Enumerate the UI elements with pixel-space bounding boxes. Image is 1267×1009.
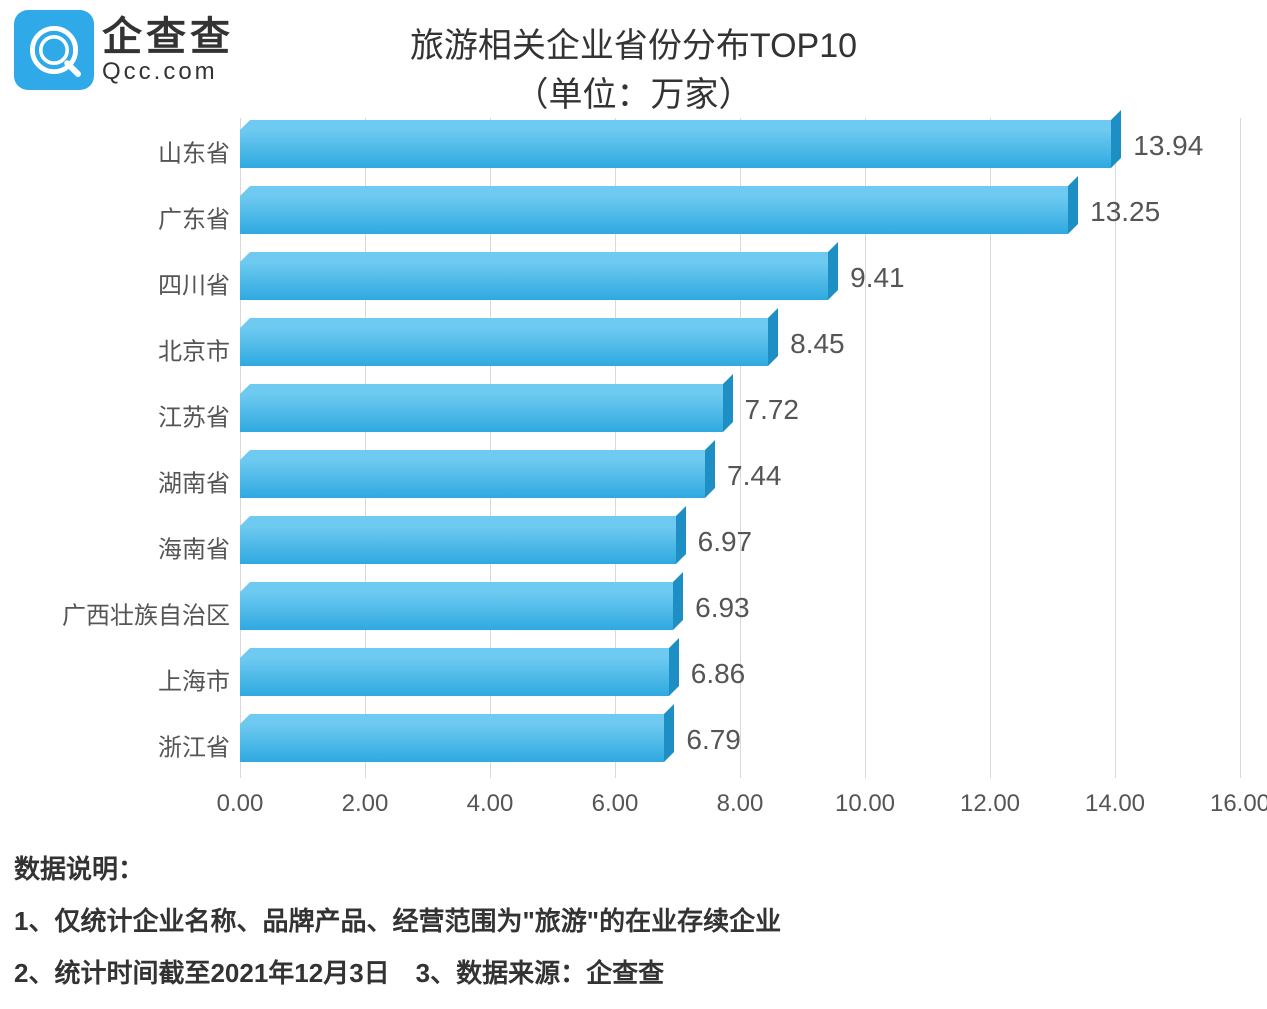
x-tick-label: 12.00 [960, 790, 1020, 818]
bar-row: 江苏省 7.72 [30, 382, 1240, 448]
category-label: 浙江省 [30, 728, 230, 763]
category-label: 上海市 [30, 662, 230, 697]
bar-front [240, 328, 768, 366]
chart: 山东省 13.94 广东省 13.25 四川省 9.41 北京市 8.45 江苏省 7.72 湖南省… [30, 118, 1240, 838]
bar-top [240, 450, 715, 460]
bar: 6.86 [240, 658, 669, 696]
x-tick-label: 0.00 [217, 790, 264, 818]
bar-top [240, 648, 679, 658]
bar: 13.94 [240, 130, 1111, 168]
bar-top [240, 318, 778, 328]
bar-side [768, 308, 778, 366]
notes-heading: 数据说明： [14, 843, 781, 895]
bar-top [240, 582, 683, 592]
bar-front [240, 394, 723, 432]
bar-value-label: 7.72 [745, 394, 800, 426]
category-label: 湖南省 [30, 464, 230, 499]
bar-row: 浙江省 6.79 [30, 712, 1240, 778]
bar-side [1068, 176, 1078, 234]
bar-side [705, 440, 715, 498]
notes-line-2: 2、统计时间截至2021年12月3日 3、数据来源：企查查 [14, 947, 781, 999]
category-label: 山东省 [30, 134, 230, 169]
x-tick-label: 16.00 [1210, 790, 1267, 818]
bar-value-label: 6.93 [695, 592, 750, 624]
bar: 13.25 [240, 196, 1068, 234]
x-tick-label: 4.00 [467, 790, 514, 818]
bar-side [676, 506, 686, 564]
category-label: 海南省 [30, 530, 230, 565]
bar-value-label: 6.86 [691, 658, 746, 690]
category-label: 北京市 [30, 332, 230, 367]
bar-value-label: 6.97 [698, 526, 753, 558]
bar-front [240, 526, 676, 564]
bar-row: 山东省 13.94 [30, 118, 1240, 184]
bar-top [240, 714, 674, 724]
bar-top [240, 252, 838, 262]
bar-top [240, 516, 686, 526]
bar-row: 海南省 6.97 [30, 514, 1240, 580]
category-label: 江苏省 [30, 398, 230, 433]
bar-front [240, 196, 1068, 234]
gridline [1240, 118, 1241, 778]
category-label: 四川省 [30, 266, 230, 301]
bar-row: 广东省 13.25 [30, 184, 1240, 250]
title-line-1: 旅游相关企业省份分布TOP10 [0, 18, 1267, 67]
bar-side [664, 704, 674, 762]
bar-value-label: 7.44 [727, 460, 782, 492]
bar-value-label: 8.45 [790, 328, 845, 360]
bar-top [240, 384, 733, 394]
footer-notes: 数据说明： 1、仅统计企业名称、品牌产品、经营范围为"旅游"的在业存续企业 2、… [14, 843, 781, 999]
bar-row: 广西壮族自治区 6.93 [30, 580, 1240, 646]
bar-row: 四川省 9.41 [30, 250, 1240, 316]
bar: 9.41 [240, 262, 828, 300]
bar-front [240, 724, 664, 762]
x-tick-label: 6.00 [592, 790, 639, 818]
x-tick-label: 14.00 [1085, 790, 1145, 818]
bar: 7.44 [240, 460, 705, 498]
notes-line-1: 1、仅统计企业名称、品牌产品、经营范围为"旅游"的在业存续企业 [14, 895, 781, 947]
bar: 6.79 [240, 724, 664, 762]
bar-value-label: 6.79 [686, 724, 741, 756]
bar-top [240, 120, 1121, 130]
bar-front [240, 658, 669, 696]
bar: 8.45 [240, 328, 768, 366]
bar-front [240, 262, 828, 300]
bar-value-label: 13.25 [1090, 196, 1160, 228]
bar-side [1111, 110, 1121, 168]
category-label: 广东省 [30, 200, 230, 235]
bar-side [828, 242, 838, 300]
bar-front [240, 460, 705, 498]
x-tick-label: 8.00 [717, 790, 764, 818]
bar: 6.97 [240, 526, 676, 564]
bar-value-label: 9.41 [850, 262, 905, 294]
bar-front [240, 592, 673, 630]
bar: 7.72 [240, 394, 723, 432]
bar-front [240, 130, 1111, 168]
bar-row: 北京市 8.45 [30, 316, 1240, 382]
bar-side [669, 638, 679, 696]
bar: 6.93 [240, 592, 673, 630]
x-tick-label: 2.00 [342, 790, 389, 818]
bar-top [240, 186, 1078, 196]
bar-row: 上海市 6.86 [30, 646, 1240, 712]
bar-row: 湖南省 7.44 [30, 448, 1240, 514]
chart-title: 旅游相关企业省份分布TOP10 （单位：万家） [0, 18, 1267, 116]
bar-side [673, 572, 683, 630]
bar-value-label: 13.94 [1133, 130, 1203, 162]
title-line-2: （单位：万家） [0, 67, 1267, 116]
bar-side [723, 374, 733, 432]
category-label: 广西壮族自治区 [30, 596, 230, 631]
x-tick-label: 10.00 [835, 790, 895, 818]
